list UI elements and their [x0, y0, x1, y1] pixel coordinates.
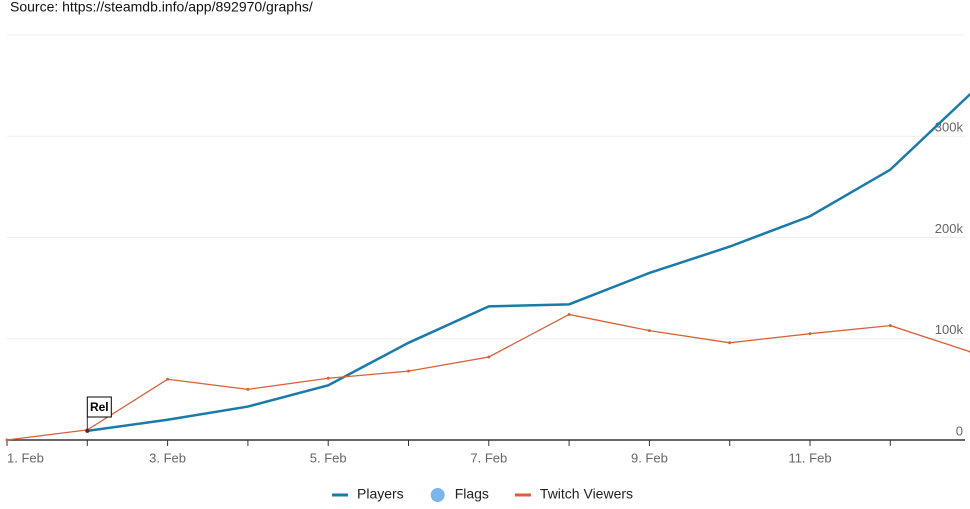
legend: Players Flags Twitch Viewers — [332, 486, 633, 502]
flag-box — [86, 396, 112, 418]
x-tick-label: 11. Feb — [788, 450, 831, 465]
x-tick-label: 9. Feb — [631, 450, 668, 465]
x-tick-label: 7. Feb — [470, 450, 507, 465]
point — [487, 355, 491, 359]
y-tick-label: 0 — [956, 423, 963, 438]
y-tick-label: 200k — [935, 221, 964, 236]
point — [567, 312, 571, 316]
y-tick-label: 300k — [935, 120, 964, 135]
point — [888, 324, 892, 328]
point — [728, 341, 732, 345]
point — [808, 332, 812, 336]
legend-label: Players — [357, 486, 404, 502]
point — [5, 438, 9, 442]
point — [326, 376, 330, 380]
point — [647, 329, 651, 333]
y-tick-label: 100k — [935, 322, 964, 337]
flag-point — [85, 428, 90, 433]
point — [166, 377, 170, 381]
point — [246, 387, 250, 391]
legend-swatch — [430, 488, 445, 502]
point — [407, 369, 410, 373]
legend-label: Twitch Viewers — [540, 486, 633, 502]
x-tick-label: 1. Feb — [7, 450, 44, 465]
x-tick-label: 3. Feb — [149, 450, 186, 465]
flag-label: Rel — [90, 400, 109, 414]
series-line — [87, 92, 970, 433]
legend-label: Flags — [455, 486, 489, 502]
x-tick-label: 5. Feb — [310, 450, 347, 465]
source: Source: https://steamdb.info/app/892970/… — [10, 0, 313, 15]
